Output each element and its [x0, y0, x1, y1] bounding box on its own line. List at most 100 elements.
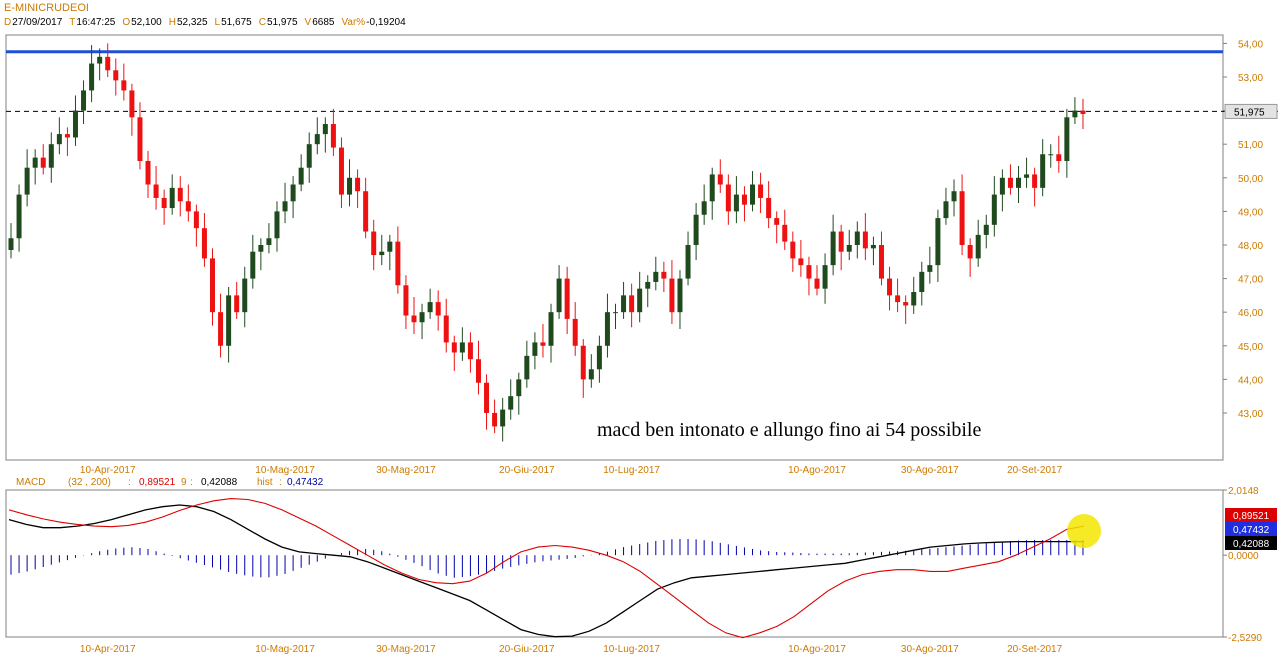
candle-body — [467, 342, 473, 360]
candle-body — [975, 234, 981, 259]
macd-header-text: MACD — [16, 477, 45, 488]
candle-body — [798, 258, 804, 266]
candle-body — [121, 80, 127, 91]
candle-body — [266, 238, 272, 245]
candle-body — [185, 201, 191, 212]
info-key: D — [4, 17, 11, 28]
candle-body — [387, 241, 393, 252]
info-key: V — [305, 17, 312, 28]
candle-body — [250, 251, 256, 279]
candle-body — [419, 312, 425, 323]
candle-body — [991, 194, 997, 225]
y-tick-label: 44,00 — [1238, 375, 1263, 386]
info-value: 16:47:25 — [76, 17, 115, 28]
info-key: H — [169, 17, 176, 28]
macd-header: MACD (32 , 200) 0,89521 9 0,42088 hist 0,47432… — [16, 477, 324, 488]
candle-body — [943, 201, 949, 219]
annotation-text: macd ben intonato e allungo fino ai 54 p… — [597, 419, 981, 441]
y-tick-label: 49,00 — [1238, 207, 1263, 218]
macd-panel — [5, 489, 1224, 638]
candle-body — [137, 117, 143, 161]
candle-body — [766, 197, 772, 219]
candle-body — [919, 271, 925, 293]
candle-body — [540, 342, 546, 346]
candle-body — [459, 342, 465, 353]
candle-body — [1064, 117, 1070, 161]
macd-header-text: 0,47432 — [287, 477, 324, 488]
macd-x-tick-label: 20-Giu-2017 — [499, 644, 555, 655]
candle-body — [983, 224, 989, 235]
candle-body — [24, 167, 30, 195]
candle-body — [32, 157, 38, 168]
y-tick-label: 48,00 — [1238, 241, 1263, 252]
candle-body — [314, 134, 320, 145]
macd-header-separator: : — [190, 477, 193, 488]
candle-body — [596, 345, 602, 370]
candle-body — [782, 224, 788, 242]
candle-body — [290, 184, 296, 202]
info-key: T — [69, 17, 75, 28]
candle-body — [169, 187, 175, 209]
y-tick-label: 50,00 — [1238, 174, 1263, 185]
candle-body — [435, 302, 441, 316]
candle-body — [613, 312, 618, 314]
candle-body — [1032, 174, 1038, 188]
candle-body — [113, 70, 119, 81]
macd-header-text: hist — [257, 477, 273, 488]
candle-body — [822, 265, 828, 289]
info-key: C — [259, 17, 266, 28]
y-tick-label: 53,00 — [1238, 73, 1263, 84]
candle-body — [226, 295, 232, 346]
candle-body — [298, 167, 304, 185]
candle-body — [403, 285, 409, 316]
candle-body — [572, 318, 578, 346]
candle-body — [72, 110, 78, 138]
macd-header-separator: : — [279, 477, 282, 488]
candle-body — [725, 184, 731, 212]
candle-body — [210, 258, 215, 313]
macd-x-tick-label: 10-Ago-2017 — [788, 644, 846, 655]
candle-body — [89, 63, 95, 91]
candle-body — [81, 90, 87, 111]
candle-body — [443, 315, 449, 343]
candle-body — [8, 238, 14, 251]
candle-body — [790, 241, 796, 259]
candle-body — [306, 144, 312, 168]
macd-y-axis: 2,0148 0,0000 -2,5290 — [1223, 486, 1262, 644]
candle-body — [492, 412, 498, 427]
x-tick-label: 20-Giu-2017 — [499, 465, 555, 476]
candle-body — [621, 295, 627, 313]
candle-body — [1024, 174, 1030, 178]
macd-histogram — [10, 539, 1084, 578]
instrument-title: E-MINICRUDEOI — [4, 2, 89, 14]
info-value: 51,975 — [267, 17, 298, 28]
candle-body — [878, 244, 884, 279]
info-value: 52,100 — [131, 17, 162, 28]
candle-body — [201, 228, 207, 259]
macd-header-text: 0,42088 — [201, 477, 238, 488]
candle-body — [274, 211, 280, 239]
candle-body — [532, 342, 538, 356]
macd-header-separator: : — [128, 477, 131, 488]
candle-body — [758, 184, 764, 198]
candle-body — [427, 302, 433, 313]
candle-body — [717, 174, 723, 185]
candle-body — [854, 231, 860, 245]
candle-body — [379, 251, 385, 256]
candle-body — [395, 241, 401, 286]
candle-body — [604, 312, 610, 346]
candle-body — [451, 342, 457, 353]
info-value: 6685 — [312, 17, 335, 28]
y-tick-label: 47,00 — [1238, 275, 1263, 286]
macd-x-tick-label: 10-Lug-2017 — [603, 644, 660, 655]
candle-body — [1048, 154, 1054, 156]
x-tick-label: 30-Ago-2017 — [901, 465, 959, 476]
candle-body — [685, 244, 691, 279]
candle-body — [56, 134, 62, 145]
macd-header-text: 0,89521 — [139, 477, 176, 488]
candle-body — [161, 197, 167, 209]
highlight-circle — [1067, 514, 1101, 548]
candle-body — [347, 177, 353, 195]
candle-body — [355, 177, 361, 192]
